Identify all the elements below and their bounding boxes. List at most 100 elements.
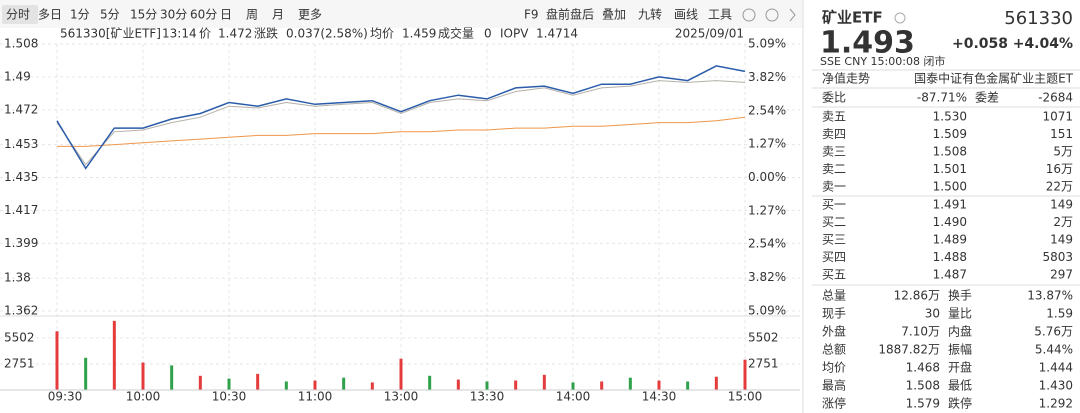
ask-price: 1.509	[933, 127, 967, 141]
active-tab	[2, 5, 38, 24]
quote-price: 1.493	[820, 26, 915, 61]
period-tab[interactable]: 30分	[160, 8, 187, 22]
y2-tick-label: 3.82%	[748, 270, 786, 284]
bid-volume: 149	[1050, 198, 1073, 212]
x-tick-label: 14:00	[556, 390, 591, 404]
tool-button[interactable]: 叠加	[602, 8, 626, 22]
x-tick-label: 13:00	[384, 390, 419, 404]
volume-bar	[456, 379, 460, 390]
ask-volume: 22万	[1046, 180, 1073, 194]
price-line	[56, 80, 746, 166]
toolbar	[0, 0, 803, 28]
nav-index: 国泰中证有色金属矿业主题ET	[914, 71, 1074, 86]
period-tab[interactable]: 60分	[190, 8, 217, 22]
x-tick-label: 09:30	[48, 390, 83, 404]
period-tab[interactable]: 15分	[130, 8, 157, 22]
ask-price: 1.508	[933, 145, 967, 159]
volume-bar	[170, 365, 174, 390]
period-tab[interactable]: 月	[272, 8, 284, 22]
info-time: 13:14	[162, 27, 197, 41]
tool-button[interactable]: 画线	[674, 8, 698, 22]
period-tab[interactable]: 周	[246, 8, 258, 22]
volume-bar	[313, 380, 317, 390]
ask-price: 1.500	[933, 180, 967, 194]
volume-bar	[342, 377, 346, 390]
volume-bar	[141, 362, 145, 390]
x-tick-label: 10:00	[126, 390, 161, 404]
y-tick-label: 1.435	[4, 170, 38, 184]
ask-label: 卖五	[822, 110, 846, 124]
ratio-label: 委比	[822, 91, 846, 105]
tool-button[interactable]: 工具	[708, 8, 732, 22]
y2-tick-label: 1.27%	[748, 203, 786, 217]
volume-tick-label: 5502	[4, 330, 35, 344]
period-tab[interactable]: 日	[220, 8, 232, 22]
bid-price: 1.489	[933, 233, 967, 247]
stat-value: 13.87%	[1027, 289, 1073, 303]
volume-bar	[112, 320, 116, 390]
tool-button[interactable]: F9	[524, 8, 539, 22]
volume-bar	[399, 358, 403, 390]
stat-label: 内盘	[948, 324, 972, 339]
info-icon[interactable]	[894, 12, 906, 24]
stat-value: 1887.82万	[878, 343, 940, 357]
ratio: -87.71%	[917, 91, 967, 105]
period-tab[interactable]: 5分	[100, 8, 120, 22]
bid-volume: 2万	[1053, 215, 1073, 229]
period-tab[interactable]: 多日	[38, 8, 62, 22]
help-icon[interactable]	[765, 8, 779, 22]
volume-bar	[600, 381, 604, 390]
volume-tick-label: 2751	[4, 356, 35, 370]
x-tick-label: 11:00	[298, 390, 333, 404]
quote-change-pct: +4.04%	[1013, 36, 1073, 52]
volume-bar	[657, 380, 661, 390]
volume-bar	[542, 374, 546, 390]
stat-value: 12.86万	[894, 289, 940, 303]
stat-label: 均价	[822, 361, 846, 375]
stat-label: 振幅	[948, 342, 972, 357]
price-line	[56, 65, 746, 170]
y-tick-label: 1.453	[4, 137, 38, 151]
volume-bar	[428, 375, 432, 390]
ask-volume: 16万	[1046, 162, 1073, 176]
bid-volume: 5803	[1042, 250, 1073, 264]
stat-label: 换手	[948, 289, 972, 303]
volume-bar	[743, 359, 747, 390]
bid-label: 买一	[822, 198, 846, 212]
period-tab[interactable]: 分时	[6, 8, 30, 22]
stat-label: 开盘	[948, 360, 972, 375]
y-tick-label: 1.362	[4, 304, 38, 318]
volume-bar	[198, 375, 202, 390]
y-tick-label: 1.399	[4, 236, 38, 250]
stat-label: 现手	[822, 307, 846, 321]
tool-button[interactable]: 九转	[638, 7, 662, 22]
bid-price: 1.488	[933, 250, 967, 264]
bid-label: 买五	[822, 268, 846, 282]
y-tick-label: 1.508	[4, 37, 38, 51]
info-price: 1.472	[218, 27, 252, 41]
ask-price: 1.530	[933, 110, 967, 124]
ask-price: 1.501	[933, 162, 967, 176]
info-volume-label: 成交量	[438, 26, 474, 41]
stat-label: 总额	[822, 343, 846, 357]
ask-label: 卖一	[822, 180, 846, 194]
x-tick-label: 15:00	[728, 390, 763, 404]
ask-volume: 5万	[1053, 145, 1073, 159]
quote-status: SSE CNY 15:00:08 闭市	[820, 54, 945, 68]
volume-bar	[514, 380, 518, 390]
info-price-label: 价	[199, 27, 211, 41]
period-tab[interactable]: 1分	[70, 8, 90, 22]
info-volume: 0	[484, 27, 492, 41]
tool-button[interactable]: 盘前盘后	[546, 7, 594, 22]
x-tick-label: 10:30	[212, 390, 247, 404]
info-code: 561330[矿业ETF]	[60, 27, 161, 41]
stat-value: 1.59	[1046, 307, 1073, 321]
bid-volume: 297	[1050, 268, 1073, 282]
period-tab[interactable]: 更多	[298, 8, 322, 22]
collapse-icon[interactable]	[789, 8, 796, 22]
quote-code: 561330	[1004, 8, 1073, 29]
settings-icon[interactable]	[742, 8, 756, 22]
stat-value: 7.10万	[901, 325, 940, 339]
